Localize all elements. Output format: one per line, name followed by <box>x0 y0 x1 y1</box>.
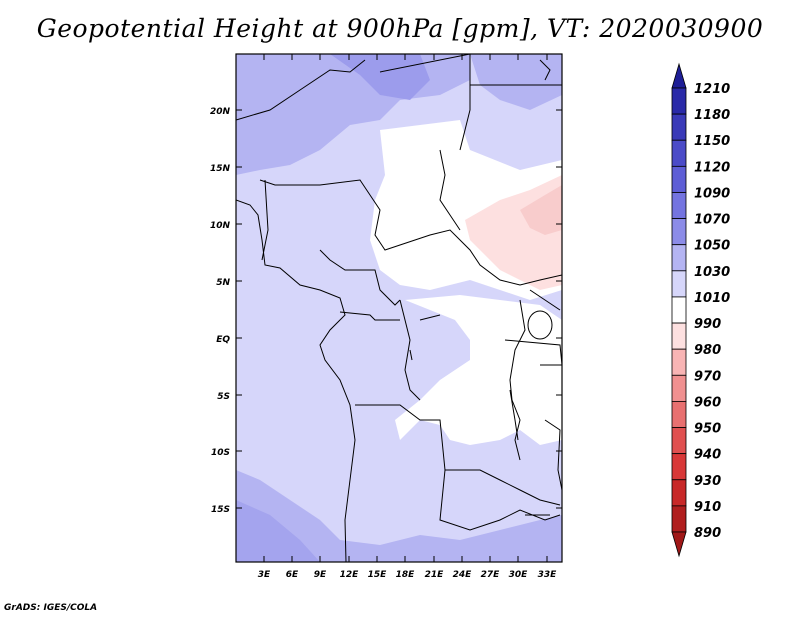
colorbar-segment <box>671 453 687 481</box>
x-tick-label: 15E <box>368 570 388 580</box>
x-tick-label: 3E <box>258 570 271 580</box>
y-tick-label: 10N <box>210 221 231 231</box>
field-1050-southwest <box>236 500 320 562</box>
colorbar-bottom-arrow <box>671 531 687 558</box>
colorbar-segment <box>671 296 687 324</box>
colorbar-segment <box>671 113 687 141</box>
field-970-northeast <box>520 185 562 235</box>
border-rift <box>509 299 526 461</box>
colorbar-segment <box>671 479 687 507</box>
colorbar-segment <box>671 374 687 402</box>
colorbar-top-arrow <box>671 62 687 89</box>
y-tick-label: 15N <box>210 164 231 174</box>
x-tick-label: 27E <box>481 570 501 580</box>
y-tick-label: 5N <box>216 278 230 288</box>
y-tick-label: 5S <box>217 392 230 402</box>
colorbar-label: 1180 <box>694 108 730 123</box>
border-angola-zambia <box>355 404 561 506</box>
geopotential-field <box>236 54 562 562</box>
colorbar-segment <box>671 348 687 376</box>
colorbar-segment <box>671 270 687 298</box>
colorbar-segment <box>671 244 687 272</box>
x-tick-label: 12E <box>340 570 360 580</box>
lake-tanganyika <box>509 389 519 441</box>
border-lake-malawi <box>544 419 562 491</box>
border-cameroon <box>319 249 401 306</box>
field-990-congo <box>395 295 562 445</box>
coastline-west <box>236 199 356 562</box>
x-tick-label: 9E <box>314 570 327 580</box>
y-tick-label: EQ <box>216 335 230 345</box>
border-north-2 <box>379 54 471 151</box>
y-axis: 20N 15N 10N 5N EQ 5S 10S 15S <box>210 107 562 515</box>
chart-title: Geopotential Height at 900hPa [gpm], VT:… <box>36 14 764 43</box>
colorbar-label: 950 <box>694 422 721 437</box>
coast-red-sea <box>539 59 551 81</box>
colorbar-label: 970 <box>694 369 721 384</box>
colorbar-label: 1030 <box>694 265 730 280</box>
colorbar-label: 1070 <box>694 213 730 228</box>
colorbar-segment <box>671 218 687 246</box>
colorbar-segment <box>671 427 687 455</box>
x-tick-label: 33E <box>538 570 558 580</box>
x-tick-label: 21E <box>425 570 445 580</box>
border-congo <box>399 299 421 401</box>
border-benin <box>261 179 269 261</box>
x-tick-label: 18E <box>396 570 416 580</box>
colorbar-segment <box>671 165 687 193</box>
colorbar-segment <box>671 401 687 428</box>
colorbar-label: 1010 <box>694 291 730 306</box>
coastlines-borders <box>236 54 562 562</box>
field-1030-northeast <box>470 54 562 110</box>
colorbar-segment <box>671 192 687 219</box>
river-congo <box>409 314 441 361</box>
colorbar-label: 910 <box>694 500 721 515</box>
y-tick-label: 15S <box>211 505 230 515</box>
lake-victoria <box>527 310 553 340</box>
colorbar-label: 1120 <box>694 160 730 175</box>
colorbar-label: 1150 <box>694 134 730 149</box>
colorbar-label: 930 <box>694 474 721 489</box>
colorbar-label: 1210 <box>694 82 730 97</box>
colorbar-label: 960 <box>694 395 721 410</box>
field-1030-south <box>236 470 562 562</box>
x-axis: 3E 6E 9E 12E 15E 18E 21E 24E 27E 30E 33E <box>258 54 557 580</box>
y-tick-label: 10S <box>211 448 230 458</box>
colorbar: 1210 1180 1150 1120 1090 1070 1050 1030 1010 990 9… <box>671 62 730 558</box>
colorbar-label: 890 <box>694 526 721 541</box>
colorbar-segment <box>671 322 687 350</box>
map-frame <box>235 53 563 563</box>
footer-credit: GrADS: IGES/COLA <box>4 603 98 613</box>
border-chad-sudan <box>439 149 461 231</box>
colorbar-segment <box>671 87 687 115</box>
border-east-africa <box>504 339 562 366</box>
colorbar-label: 1050 <box>694 239 730 254</box>
x-tick-label: 6E <box>286 570 299 580</box>
border-zambia-south <box>439 469 561 531</box>
border-uganda <box>529 289 561 311</box>
border-sahel <box>259 179 562 286</box>
colorbar-label: 1090 <box>694 186 730 201</box>
border-north-1 <box>236 59 366 121</box>
border-gabon <box>339 311 400 321</box>
colorbar-label: 990 <box>694 317 721 332</box>
colorbar-label: 980 <box>694 343 721 358</box>
colorbar-label: 940 <box>694 448 721 463</box>
field-1050-north <box>330 54 430 100</box>
colorbar-segment <box>671 505 687 533</box>
y-tick-label: 20N <box>210 107 231 117</box>
x-tick-label: 30E <box>509 570 529 580</box>
colorbar-segment <box>671 139 687 167</box>
x-tick-label: 24E <box>453 570 473 580</box>
